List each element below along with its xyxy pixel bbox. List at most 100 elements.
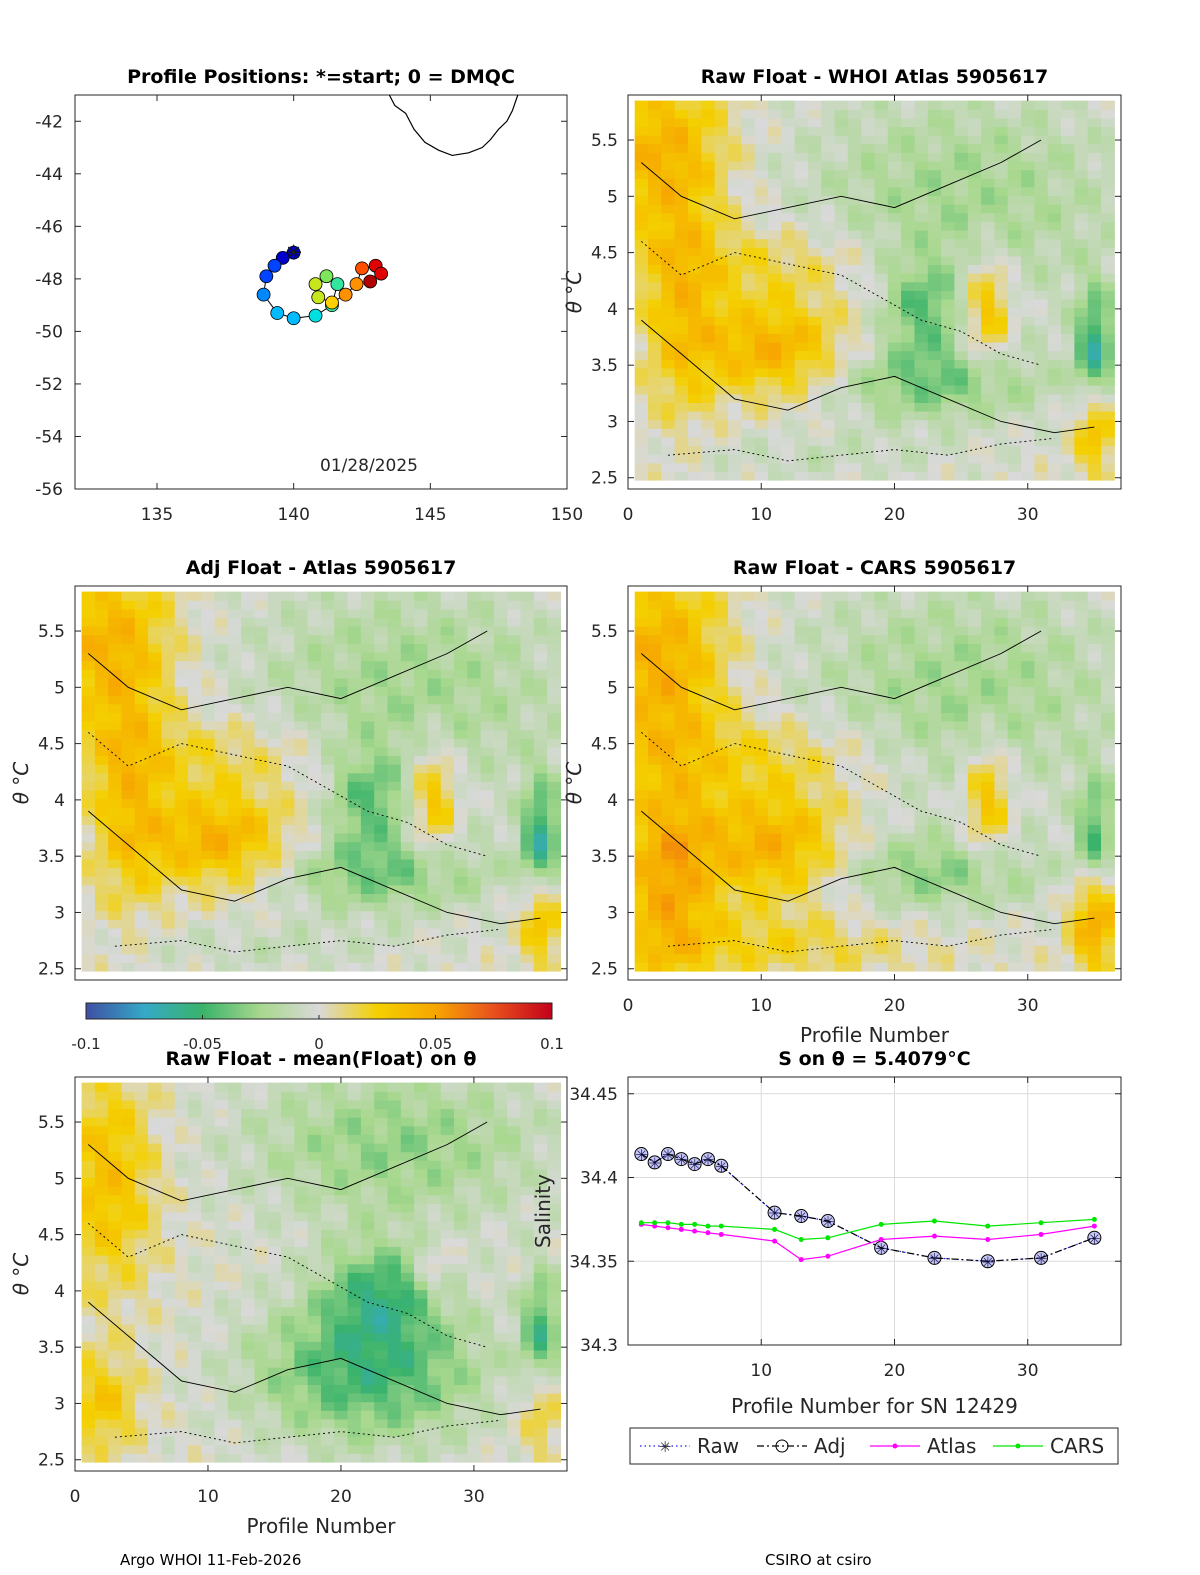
raw_whoi-cell (941, 135, 955, 145)
adj_atlas-cell (374, 927, 389, 938)
raw_cars-cell (807, 746, 822, 756)
adj_atlas-cell (227, 919, 242, 929)
adj_atlas-cell (254, 833, 269, 843)
raw_whoi-cell (741, 419, 756, 429)
raw_whoi-cell (847, 428, 862, 438)
raw_cars-cell (927, 789, 942, 800)
raw_whoi-cell (741, 161, 756, 171)
raw_cars-cell (1061, 781, 1075, 791)
raw_whoi-cell (781, 161, 796, 171)
adj_atlas-cell (493, 772, 508, 782)
adj_atlas-cell (387, 764, 402, 774)
raw_whoi-cell (794, 264, 809, 274)
raw_cars-cell (1047, 669, 1062, 679)
raw_cars-cell (821, 634, 836, 644)
raw_whoi-cell (847, 411, 862, 421)
adj_atlas-cell (254, 764, 269, 774)
adj_atlas-cell (188, 798, 202, 808)
adj_atlas-cell (547, 841, 561, 851)
raw_cars-cell (1074, 927, 1089, 938)
raw_whoi-cell (674, 385, 689, 395)
adj_atlas-cell (387, 962, 402, 972)
raw_cars-cell (807, 902, 822, 912)
raw_cars-cell (1021, 729, 1035, 739)
raw_cars-cell (887, 824, 902, 834)
raw_cars-cell (874, 850, 889, 860)
raw_cars-cell (1061, 789, 1075, 800)
adj_atlas-cell (321, 781, 335, 791)
adj_atlas-cell (227, 626, 242, 636)
raw_cars-cell (727, 669, 742, 679)
raw_whoi-cell (741, 290, 756, 300)
adj_atlas-cell (547, 927, 561, 938)
raw_whoi-cell (914, 445, 929, 455)
adj_atlas-cell (387, 703, 402, 713)
raw_whoi-cell (847, 230, 862, 240)
raw_whoi-cell (767, 342, 782, 352)
raw_whoi-cell (1047, 195, 1062, 205)
raw_cars-cell (674, 764, 689, 774)
raw_cars-cell (941, 695, 955, 705)
raw_whoi-cell (727, 204, 742, 214)
adj_atlas-cell (307, 884, 322, 894)
adj_atlas-cell (241, 902, 256, 912)
raw_cars-cell (1047, 677, 1062, 687)
raw_cars-cell (821, 703, 836, 713)
adj_atlas-cell (161, 876, 176, 886)
raw_whoi-cell (741, 445, 756, 455)
raw_whoi-cell (648, 178, 662, 188)
adj_atlas-cell (108, 789, 123, 800)
adj_atlas-cell (414, 936, 428, 946)
adj_atlas-cell (254, 910, 269, 920)
adj_atlas-cell (520, 902, 535, 912)
raw_cars-cell (927, 721, 942, 731)
raw_whoi-cell (847, 393, 862, 403)
raw_cars-cell (994, 884, 1009, 894)
adj_atlas-cell (480, 738, 495, 748)
raw_whoi-cell (741, 204, 756, 214)
raw_whoi-cell (901, 135, 915, 145)
raw_cars-cell (1021, 789, 1035, 800)
raw_whoi-cell (847, 419, 862, 429)
raw_whoi-cell (927, 367, 942, 378)
raw_cars-cell (1047, 953, 1062, 963)
adj_atlas-cell (148, 686, 162, 696)
adj_atlas-cell (427, 910, 442, 920)
raw_cars-cell (701, 953, 716, 963)
raw_whoi-cell (807, 221, 822, 231)
raw_mean-cell (81, 1212, 96, 1222)
raw_cars-cell (741, 634, 756, 644)
raw_cars-cell (714, 617, 729, 627)
raw_cars-cell (634, 953, 649, 963)
raw_cars-cell (727, 755, 742, 765)
adj_atlas-cell (241, 910, 256, 920)
raw_cars-cell (954, 953, 969, 963)
raw_cars-cell (847, 789, 862, 800)
adj_atlas-cell (480, 893, 495, 903)
adj_atlas-cell (134, 712, 149, 722)
raw_whoi-cell (901, 273, 915, 283)
adj_atlas-cell (121, 893, 136, 903)
raw_cars-cell (1047, 772, 1062, 782)
adj_atlas-cell (294, 962, 309, 972)
adj_atlas-cell (307, 815, 322, 825)
raw_whoi-cell (727, 264, 742, 274)
adj_atlas-cell (148, 652, 162, 662)
raw_whoi-cell (847, 178, 862, 188)
adj_atlas-cell (108, 634, 123, 644)
adj_atlas-cell (493, 841, 508, 851)
raw_whoi-cell (1007, 445, 1022, 455)
raw_whoi-cell (674, 324, 689, 334)
raw_cars-cell (1021, 962, 1035, 972)
adj_atlas-cell (254, 626, 269, 636)
raw_whoi-cell (807, 307, 822, 317)
raw_whoi-cell (954, 290, 969, 300)
raw_cars-cell (1087, 712, 1102, 722)
adj_atlas-cell (161, 617, 176, 627)
raw_whoi-cell (1061, 298, 1075, 309)
raw_cars-cell (887, 738, 902, 748)
raw_cars-cell (701, 919, 716, 929)
raw_cars-cell (967, 841, 982, 851)
raw_whoi-cell (741, 117, 756, 128)
raw_whoi-cell (887, 255, 902, 265)
